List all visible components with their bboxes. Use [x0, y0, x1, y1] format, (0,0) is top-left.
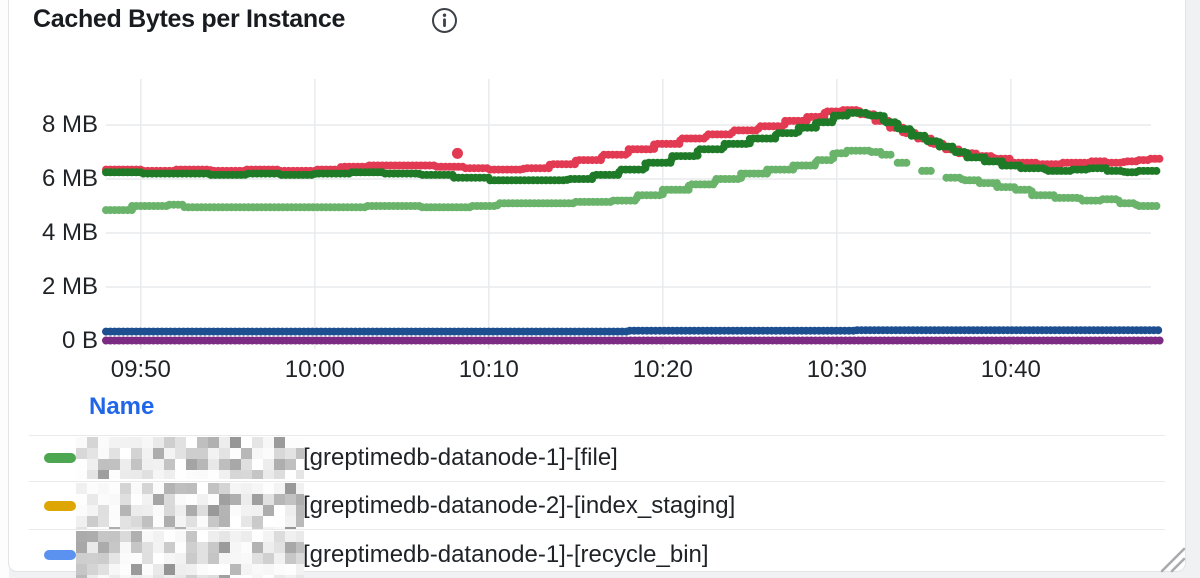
y-tick-label: 6 MB [41, 165, 98, 192]
x-tick-label: 10:00 [284, 356, 345, 383]
legend-row[interactable]: [greptimedb-datanode-1]-[recycle_bin] [9, 531, 1185, 578]
outlier-point [451, 147, 463, 159]
x-tick-label: 10:40 [980, 356, 1041, 383]
adjacent-panel-edge [0, 0, 9, 578]
series-light-green [102, 146, 1164, 215]
y-tick-label: 8 MB [41, 111, 98, 138]
legend-row[interactable]: [greptimedb-datanode-1]-[file] [9, 437, 1185, 479]
series-color-indicator [44, 550, 76, 560]
series-color-indicator [44, 453, 76, 463]
legend-separator [29, 529, 1165, 530]
panel-title: Cached Bytes per Instance [33, 5, 346, 33]
redacted-name-prefix [76, 437, 304, 479]
x-tick-label: 09:50 [110, 356, 171, 383]
legend-row[interactable]: [greptimedb-datanode-2]-[index_staging] [9, 483, 1185, 529]
legend-separator [29, 435, 1165, 436]
legend-series-name: [greptimedb-datanode-2]-[index_staging] [303, 492, 736, 519]
redacted-name-prefix [76, 483, 304, 529]
legend-name-header[interactable]: Name [89, 393, 155, 420]
panel-resize-handle-icon[interactable] [1157, 545, 1189, 575]
series-dark-green [102, 108, 1164, 185]
time-series-chart[interactable] [9, 71, 1185, 366]
x-tick-label: 10:20 [632, 356, 693, 383]
x-tick-label: 10:10 [458, 356, 519, 383]
info-icon[interactable] [431, 7, 458, 34]
y-tick-label: 0 B [61, 327, 98, 354]
series-navy [102, 326, 1164, 336]
legend-series-name: [greptimedb-datanode-1]-[file] [303, 444, 618, 471]
redacted-name-prefix [76, 531, 304, 578]
y-tick-label: 4 MB [41, 219, 98, 246]
y-tick-label: 2 MB [41, 273, 98, 300]
legend-separator [29, 481, 1165, 482]
series-color-indicator [44, 501, 76, 511]
legend-series-name: [greptimedb-datanode-1]-[recycle_bin] [303, 541, 709, 568]
cached-bytes-panel: Cached Bytes per Instance 0 B 2 MB 4 MB 6 M… [8, 0, 1189, 578]
x-tick-label: 10:30 [806, 356, 867, 383]
